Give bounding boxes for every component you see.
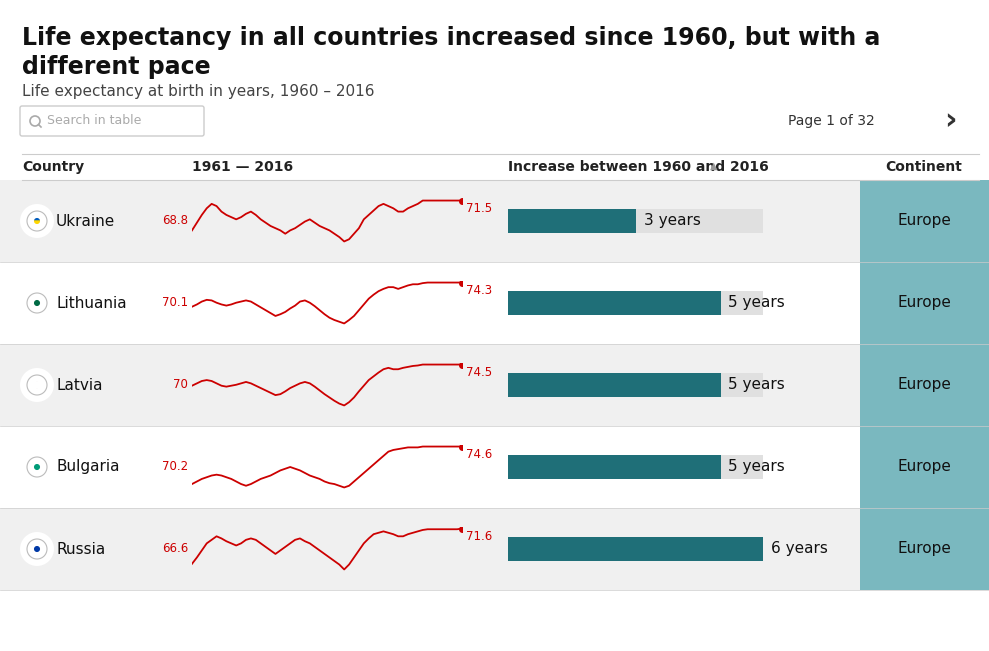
Text: 70: 70	[173, 378, 188, 391]
Text: Country: Country	[22, 160, 84, 174]
Text: Continent: Continent	[885, 160, 962, 174]
FancyBboxPatch shape	[20, 106, 204, 136]
Bar	[860, 508, 989, 590]
Bar	[27, 381, 47, 389]
Bar	[508, 291, 721, 315]
Text: Europe: Europe	[897, 378, 951, 393]
Text: 3 years: 3 years	[644, 214, 700, 229]
Text: 70.1: 70.1	[162, 296, 188, 309]
Text: Life expectancy at birth in years, 1960 – 2016: Life expectancy at birth in years, 1960 …	[22, 84, 375, 99]
Text: Europe: Europe	[897, 214, 951, 229]
Text: 66.6: 66.6	[162, 542, 188, 555]
Bar	[508, 537, 763, 561]
Wedge shape	[27, 211, 47, 221]
Wedge shape	[27, 221, 47, 231]
Bar	[508, 373, 721, 397]
Text: 5 years: 5 years	[729, 460, 785, 475]
Bar	[41, 293, 47, 313]
Bar	[860, 426, 989, 508]
Bar	[27, 539, 47, 546]
Text: 74.6: 74.6	[466, 449, 493, 462]
Bar	[27, 470, 47, 477]
Text: Europe: Europe	[897, 296, 951, 311]
Bar	[508, 455, 763, 479]
Bar	[508, 373, 763, 397]
Text: Increase between 1960 and 2016: Increase between 1960 and 2016	[508, 160, 768, 174]
Bar	[27, 552, 47, 559]
Text: 5 years: 5 years	[729, 296, 785, 311]
Bar	[0, 344, 860, 426]
Text: Bulgaria: Bulgaria	[56, 460, 120, 475]
Text: Europe: Europe	[897, 460, 951, 475]
Text: Europe: Europe	[897, 542, 951, 557]
Text: 74.3: 74.3	[466, 284, 493, 298]
Bar	[0, 180, 860, 262]
Text: 68.8: 68.8	[162, 214, 188, 227]
Bar	[508, 291, 763, 315]
Bar	[27, 546, 47, 552]
Bar	[508, 209, 763, 233]
Text: Lithuania: Lithuania	[56, 296, 127, 311]
Bar	[27, 457, 47, 464]
Text: 1961 — 2016: 1961 — 2016	[192, 160, 293, 174]
Text: 70.2: 70.2	[162, 460, 188, 473]
Bar	[860, 262, 989, 344]
Bar	[27, 464, 47, 470]
Bar	[508, 537, 763, 561]
Bar	[508, 455, 721, 479]
Text: Page 1 of 32: Page 1 of 32	[788, 114, 875, 128]
Text: Ukraine: Ukraine	[56, 214, 116, 229]
Text: Latvia: Latvia	[56, 378, 103, 393]
Bar	[0, 426, 860, 508]
Text: 71.5: 71.5	[466, 202, 493, 215]
Bar	[27, 293, 34, 313]
Bar	[0, 262, 860, 344]
Bar	[508, 209, 636, 233]
Bar	[27, 375, 47, 381]
Bar	[0, 508, 860, 590]
Bar	[860, 344, 989, 426]
Text: 71.6: 71.6	[466, 531, 493, 544]
Bar	[860, 180, 989, 262]
Text: ›: ›	[944, 107, 956, 135]
Text: ▲: ▲	[710, 161, 717, 171]
Bar	[34, 293, 41, 313]
Text: 5 years: 5 years	[729, 378, 785, 393]
Text: 74.5: 74.5	[466, 367, 493, 380]
Text: Life expectancy in all countries increased since 1960, but with a
different pace: Life expectancy in all countries increas…	[22, 26, 880, 79]
Text: Search in table: Search in table	[47, 115, 141, 128]
Text: 6 years: 6 years	[771, 542, 828, 557]
Bar	[27, 389, 47, 395]
Text: Russia: Russia	[56, 542, 105, 557]
